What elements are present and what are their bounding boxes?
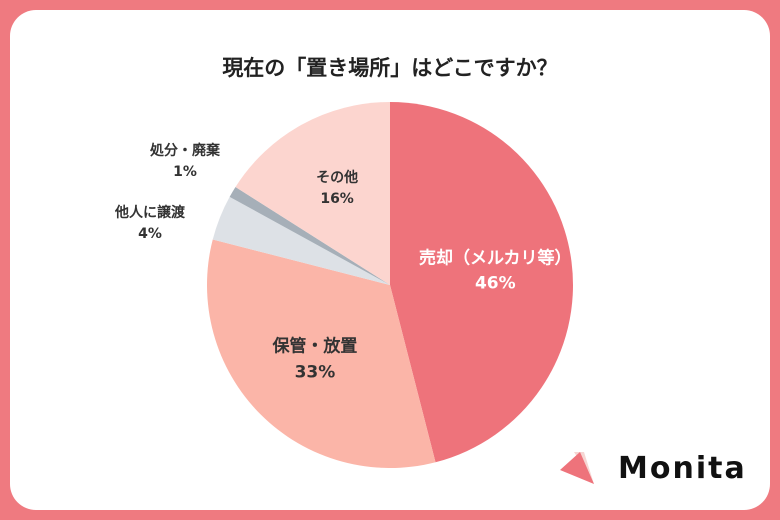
slice-value-label: 4% bbox=[138, 226, 162, 242]
pie-slice bbox=[235, 102, 390, 285]
pie-slice bbox=[229, 186, 390, 285]
pie-slice bbox=[207, 239, 436, 469]
slice-category-label: 処分・廃棄 bbox=[150, 143, 220, 159]
slice-label: 売却（メルカリ等） 46% bbox=[419, 246, 572, 297]
slice-label: 処分・廃棄 1% bbox=[150, 141, 220, 183]
slice-label: 他人に譲渡 4% bbox=[115, 203, 185, 245]
logo-triangle-icon bbox=[560, 452, 594, 484]
logo-text: Monita bbox=[618, 450, 747, 486]
slice-value-label: 33% bbox=[294, 362, 336, 383]
slice-category-label: その他 bbox=[316, 169, 359, 186]
chart-title: 現在の「置き場所」はどこですか？ bbox=[222, 56, 558, 80]
pie-slice bbox=[390, 102, 573, 463]
slice-category-label: 保管・放置 bbox=[272, 336, 358, 357]
slice-value-label: 16% bbox=[320, 190, 354, 207]
slice-category-label: 他人に譲渡 bbox=[115, 205, 185, 221]
logo: Monita bbox=[560, 448, 747, 488]
slice-label: 保管・放置 33% bbox=[272, 335, 357, 386]
slice-label: その他 16% bbox=[316, 168, 358, 210]
slice-category-label: 売却（メルカリ等） bbox=[419, 248, 572, 269]
pie-slice bbox=[212, 196, 390, 285]
slice-value-label: 1% bbox=[173, 164, 197, 180]
slice-value-label: 46% bbox=[474, 273, 516, 294]
